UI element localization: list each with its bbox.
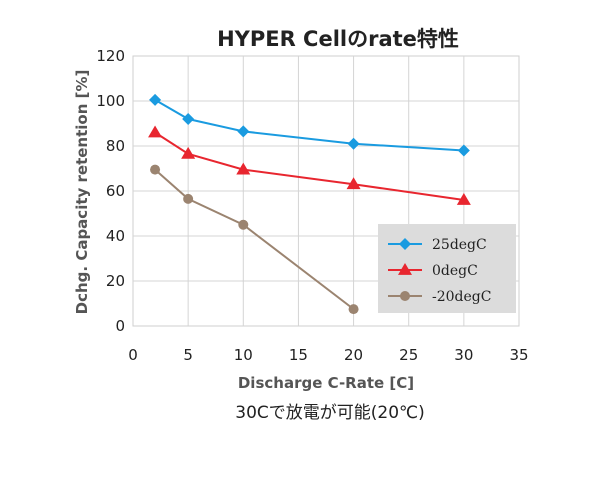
y-tick-label: 0 [115, 317, 125, 335]
data-point [181, 146, 196, 159]
data-point [148, 125, 163, 138]
x-tick-label: 15 [289, 346, 308, 364]
series--20degC [150, 164, 359, 315]
data-point [347, 137, 360, 150]
x-tick-label: 25 [399, 346, 418, 364]
legend-swatch-marker [400, 291, 410, 301]
data-point [348, 304, 359, 315]
y-tick-label: 100 [96, 92, 125, 110]
data-point [150, 164, 161, 175]
data-point [182, 113, 195, 125]
data-point [346, 177, 361, 190]
legend-item: 0degC [388, 263, 478, 279]
legend-swatch-marker [399, 238, 411, 250]
legend-item: 25degC [388, 237, 487, 253]
x-tick-label: 30 [454, 346, 473, 364]
x-tick-label: 0 [128, 346, 138, 364]
x-tick-label: 10 [234, 346, 253, 364]
series-0degC [148, 125, 471, 205]
legend: 25degC 0degC -20degC [378, 224, 516, 313]
chart-title: HYPER Cellのrate特性 [217, 27, 459, 51]
legend-items: 25degC 0degC -20degC [388, 237, 491, 305]
y-tick-label: 80 [106, 137, 125, 155]
legend-label: 25degC [432, 237, 487, 253]
data-point [183, 193, 194, 204]
x-tick-labels: 0 5 10 15 20 25 30 35 [128, 346, 528, 364]
y-tick-label: 60 [106, 182, 125, 200]
legend-swatch-marker [398, 263, 412, 275]
y-tick-label: 120 [96, 47, 125, 65]
x-tick-label: 5 [183, 346, 193, 364]
series-layer [148, 93, 471, 315]
series-25degC [149, 93, 470, 157]
data-point [149, 93, 162, 106]
y-tick-labels: 0 20 40 60 80 100 120 [96, 47, 125, 335]
y-axis-label: Dchg. Capacity retention [%] [73, 70, 91, 315]
x-tick-label: 35 [509, 346, 528, 364]
x-axis-label: Discharge C-Rate [C] [238, 374, 414, 392]
chart-caption: 30Cで放電が可能(20℃) [235, 403, 425, 423]
data-point [238, 219, 249, 230]
data-point [456, 193, 471, 205]
y-tick-label: 20 [106, 272, 125, 290]
data-point [236, 162, 251, 175]
series-line [154, 168, 355, 310]
legend-label: -20degC [432, 289, 491, 305]
data-point [457, 144, 470, 157]
legend-label: 0degC [432, 263, 478, 279]
data-point [237, 125, 250, 138]
y-tick-label: 40 [106, 227, 125, 245]
x-tick-label: 20 [344, 346, 363, 364]
legend-item: -20degC [388, 289, 491, 305]
